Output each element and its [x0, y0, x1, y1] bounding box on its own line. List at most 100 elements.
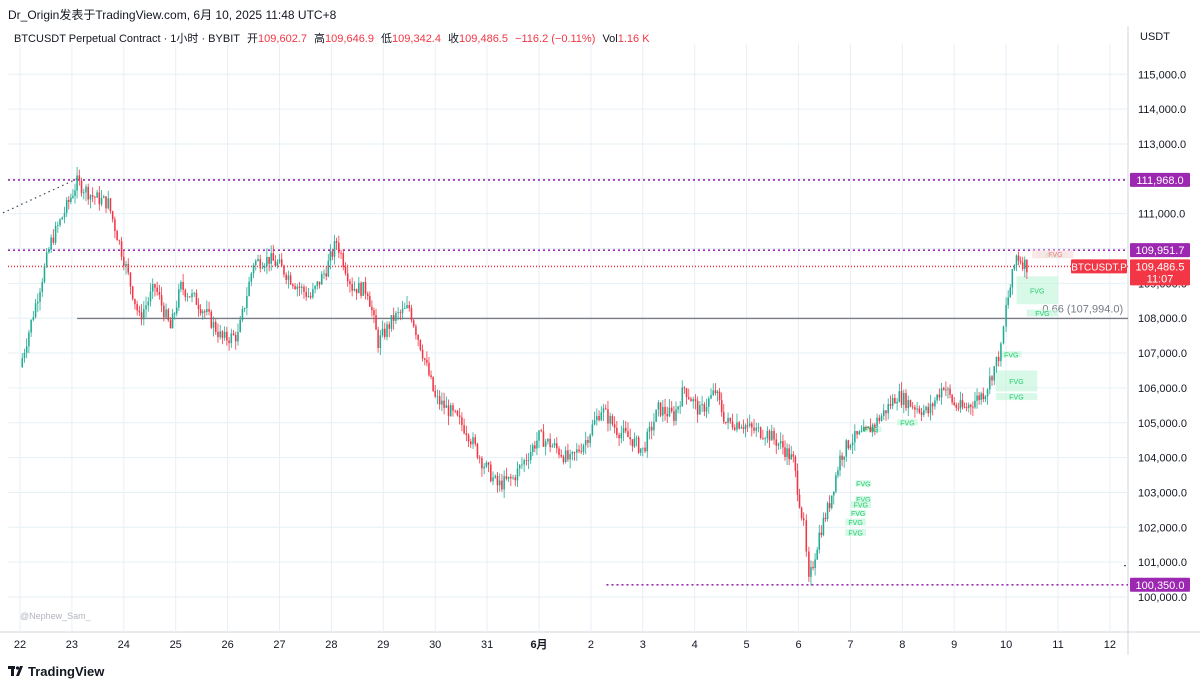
candle-body — [397, 312, 399, 314]
candle-body — [1005, 304, 1007, 327]
candle-body — [392, 315, 395, 321]
candle-body — [788, 448, 790, 460]
fvg-label: FVG — [900, 420, 914, 427]
candle-body — [430, 375, 432, 378]
candle-body — [510, 476, 512, 479]
candle-body — [127, 263, 130, 273]
symbol-label[interactable]: BTCUSDT Perpetual Contract · 1小时 · BYBIT — [14, 33, 240, 45]
candle-body — [602, 408, 605, 413]
candle-body — [771, 430, 773, 441]
price-label-level-top-bg[interactable] — [1130, 172, 1190, 187]
price-tick-label: 115,000.0 — [1138, 69, 1186, 81]
candle-body — [189, 296, 191, 298]
price-label-level-top[interactable]: 111,968.0 — [1136, 175, 1183, 187]
candle-body — [228, 340, 230, 344]
candle-body — [241, 309, 244, 320]
candle-body — [37, 301, 39, 304]
candle-body — [25, 346, 28, 353]
candle-body — [716, 391, 719, 394]
candle-body — [318, 281, 321, 285]
candle-body — [993, 366, 996, 381]
candle-body — [720, 400, 723, 413]
candle-body — [729, 417, 732, 422]
candle-body — [578, 449, 580, 452]
candle-body — [490, 464, 492, 482]
candle-body — [699, 405, 701, 415]
candle-body — [880, 415, 883, 422]
time-tick-label: 6月 — [530, 638, 547, 651]
candle-body — [746, 425, 749, 427]
candle-body — [186, 296, 189, 298]
candle-body — [116, 231, 118, 241]
candle-body — [810, 566, 812, 577]
candle-body — [887, 404, 889, 414]
candle-body — [87, 186, 89, 200]
candle-body — [531, 445, 534, 453]
ohlc-legend: BTCUSDT Perpetual Contract · 1小时 · BYBIT… — [14, 30, 650, 45]
symbol-tag[interactable]: BTCUSDT.P — [1071, 262, 1127, 273]
candle-body — [589, 434, 591, 443]
candle-body — [1015, 255, 1018, 266]
candle-body — [943, 388, 945, 390]
candle-body — [76, 175, 78, 191]
candle-body — [845, 440, 848, 457]
candle-body — [885, 410, 887, 414]
time-tick-label: 5 — [744, 639, 750, 651]
candle-body — [395, 312, 397, 321]
candle-body — [934, 400, 936, 407]
candle-body — [874, 424, 876, 427]
price-label-level-low[interactable]: 100,350.0 — [1136, 580, 1185, 592]
watermark: @Nephew_Sam_ — [20, 611, 91, 621]
candle-body — [951, 394, 953, 403]
candle-body — [949, 388, 951, 395]
candle-body — [759, 427, 762, 438]
currency-label[interactable]: USDT — [1140, 31, 1170, 43]
symbol-tag-bg[interactable] — [1071, 259, 1127, 274]
candle-body — [712, 390, 715, 396]
candle-body — [257, 259, 259, 261]
trendline[interactable] — [0, 178, 78, 583]
price-label-level-mid[interactable]: 109,951.7 — [1136, 245, 1185, 257]
candle-body — [63, 212, 66, 218]
time-tick-label: 6 — [795, 639, 801, 651]
candle-body — [600, 412, 603, 421]
price-label-level-low-bg[interactable] — [1130, 577, 1190, 592]
close-value: 109,486.5 — [459, 33, 508, 45]
price-label-level-mid-bg[interactable] — [1130, 243, 1190, 258]
last-price-value[interactable]: 109,486.5 — [1136, 261, 1185, 273]
candle-body — [681, 387, 684, 407]
candle-body — [650, 426, 653, 431]
candle-body — [331, 251, 334, 257]
candle-body — [927, 406, 930, 414]
candle-body — [984, 396, 987, 400]
candle-body — [85, 186, 87, 193]
candle-body — [195, 292, 198, 305]
candle-body — [129, 272, 132, 287]
time-tick-label: 24 — [118, 639, 130, 651]
candle-body — [957, 407, 960, 409]
price-tick-label: 114,000.0 — [1138, 104, 1186, 116]
fvg-label: FVG — [851, 511, 865, 518]
fvg-zone — [850, 509, 866, 516]
candle-body — [443, 400, 445, 408]
candle-body — [805, 520, 808, 552]
fvg-zone — [995, 370, 1038, 392]
price-tick-label: 105,000.0 — [1138, 418, 1187, 430]
last-price-tag-bg[interactable] — [1130, 259, 1190, 286]
candle-body — [914, 407, 916, 410]
candle-body — [412, 320, 415, 327]
candle-body — [103, 196, 105, 198]
candle-body — [474, 437, 477, 444]
candle-body — [160, 295, 163, 306]
candle-body — [646, 431, 649, 452]
candle-body — [876, 417, 878, 427]
candle-body — [309, 295, 312, 298]
candle-body — [738, 422, 740, 429]
candle-body — [540, 430, 543, 432]
candle-body — [410, 308, 413, 321]
candle-body — [748, 423, 751, 426]
time-tick-label: 22 — [14, 639, 26, 651]
candle-body — [800, 507, 803, 519]
